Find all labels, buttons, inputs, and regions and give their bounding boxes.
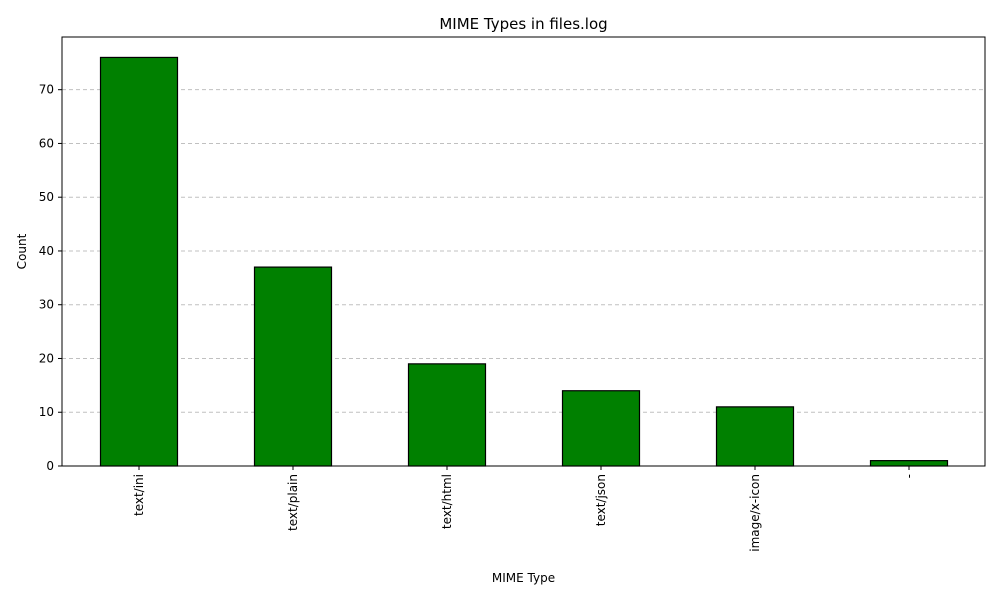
y-axis-label: Count [15,233,29,269]
grid-lines [62,89,985,413]
x-axis-ticks: text/ini text/plain text/html text/json imag… [132,466,916,552]
x-axis-label: MIME Type [492,571,555,585]
x-tick-label: text/html [440,474,454,529]
y-tick-label: 10 [39,405,54,419]
x-tick-label: - [902,474,916,478]
bars [99,56,949,467]
chart-title: MIME Types in files.log [439,15,607,33]
y-tick-label: 20 [39,351,54,365]
bar-dash [869,460,949,467]
y-tick-label: 0 [46,459,54,473]
bar-text-html [407,363,487,467]
bar-text-plain [253,266,333,467]
y-tick-label: 50 [39,190,54,204]
x-tick-label: text/json [594,474,608,526]
y-tick-label: 40 [39,244,54,258]
x-tick-label: text/ini [132,474,146,516]
x-tick-label: image/x-icon [748,474,762,552]
y-axis-ticks: 0 10 20 30 40 50 60 70 [39,83,62,473]
bar-image-x-icon [715,406,795,467]
plot-frame [61,36,986,467]
bar-text-json [561,390,641,467]
x-tick-label: text/plain [286,474,300,531]
y-tick-label: 30 [39,298,54,312]
y-tick-label: 60 [39,136,54,150]
bar-text-ini [99,56,179,467]
y-tick-label: 70 [39,83,54,97]
